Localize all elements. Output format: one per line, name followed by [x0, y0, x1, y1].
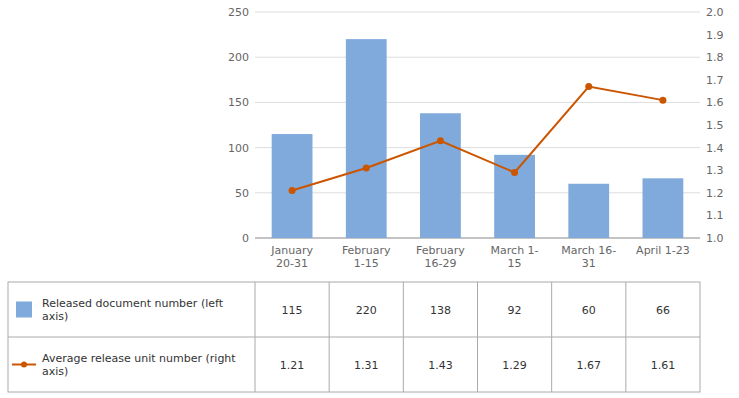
y-tick-label: 50 [235, 187, 249, 200]
grid-line [255, 238, 700, 239]
grid-line [255, 147, 700, 148]
x-tick-label: January20-31 [270, 244, 313, 270]
y2-tick-label: 2.0 [706, 6, 724, 19]
grid-line [255, 192, 700, 193]
legend-swatch [16, 302, 32, 318]
grid-line [255, 102, 700, 103]
table-col-line [625, 282, 626, 392]
y-tick-label: 0 [242, 232, 249, 245]
table-col-line [477, 282, 478, 392]
table-border [8, 282, 700, 392]
line-point [363, 164, 370, 171]
bar [643, 178, 684, 238]
y2-tick-label: 1.5 [706, 119, 724, 132]
y-tick-label: 200 [228, 51, 249, 64]
table-value: 92 [508, 304, 522, 317]
line-point [437, 137, 444, 144]
x-tick-label: April 1-23 [636, 244, 690, 257]
line-point [585, 83, 592, 90]
table-col-line [329, 282, 330, 392]
x-tick-label: March 16-31 [561, 244, 616, 270]
grid-line [255, 12, 700, 13]
table-value: 1.43 [428, 359, 453, 372]
line-point [511, 169, 518, 176]
table-col-line [551, 282, 552, 392]
legend-swatch-marker [21, 362, 27, 368]
x-tick-label: February16-29 [416, 244, 465, 270]
y-tick-label: 150 [228, 96, 249, 109]
x-axis-line [255, 238, 700, 239]
y2-tick-label: 1.8 [706, 51, 724, 64]
bar [568, 184, 609, 238]
table-value: 1.67 [577, 359, 602, 372]
legend-label: Released document number (leftaxis) [42, 297, 224, 323]
y2-tick-label: 1.4 [706, 142, 724, 155]
y2-tick-label: 1.9 [706, 29, 724, 42]
y2-tick-label: 1.7 [706, 74, 724, 87]
x-tick-label: February1-15 [342, 244, 391, 270]
y2-tick-label: 1.0 [706, 232, 724, 245]
table-value: 220 [356, 304, 377, 317]
legend-label: Average release unit number (rightaxis) [42, 352, 236, 378]
table-value: 1.61 [651, 359, 676, 372]
table-col-line [403, 282, 404, 392]
bar [420, 113, 461, 238]
table-value: 115 [282, 304, 303, 317]
table-value: 1.29 [502, 359, 527, 372]
y2-tick-label: 1.1 [706, 209, 724, 222]
y-tick-label: 250 [228, 6, 249, 19]
table-value: 1.21 [280, 359, 305, 372]
table-row-line [8, 337, 700, 338]
line-point [659, 97, 666, 104]
x-tick-label: March 1-15 [491, 244, 539, 270]
grid [255, 12, 700, 238]
table-col-line [255, 282, 256, 392]
line-point [289, 187, 296, 194]
y-tick-label: 100 [228, 142, 249, 155]
y2-tick-label: 1.2 [706, 187, 724, 200]
chart: 0 50 100 150 200 250 1.0 1.1 1.2 1.3 1.4 1.5 1.6 1.7 1… [0, 0, 739, 398]
line [292, 87, 663, 191]
data-table: Released document number (leftaxis) 115 22… [8, 282, 700, 392]
bar [346, 39, 387, 238]
table-value: 66 [656, 304, 670, 317]
marks [272, 39, 684, 238]
table-value: 138 [430, 304, 451, 317]
y2-tick-label: 1.6 [706, 96, 724, 109]
grid-line [255, 57, 700, 58]
table-value: 1.31 [354, 359, 379, 372]
y2-tick-label: 1.3 [706, 164, 724, 177]
table-value: 60 [582, 304, 596, 317]
